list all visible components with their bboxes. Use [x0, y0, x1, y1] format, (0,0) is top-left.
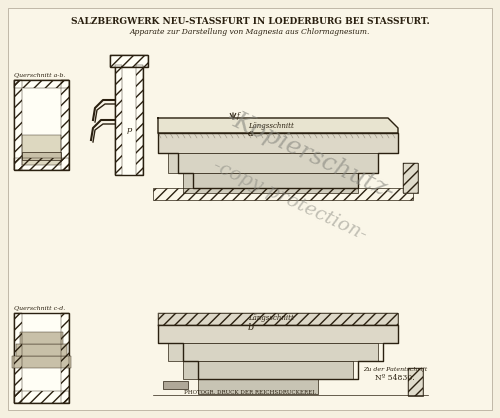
Bar	[158, 313, 398, 325]
Bar	[14, 80, 69, 88]
Text: Apparate zur Darstellung von Magnesia aus Chlormagnesium.: Apparate zur Darstellung von Magnesia au…	[130, 28, 370, 36]
Polygon shape	[158, 118, 398, 133]
Bar	[14, 80, 69, 170]
Text: b: b	[248, 323, 254, 331]
Bar	[153, 188, 413, 200]
Text: a: a	[248, 130, 254, 138]
Text: Querschnitt c-d.: Querschnitt c-d.	[14, 306, 65, 311]
Bar	[22, 135, 61, 165]
Text: p: p	[126, 126, 132, 134]
Bar	[158, 325, 398, 343]
Bar	[14, 158, 69, 170]
Bar	[158, 133, 398, 153]
Bar	[14, 313, 69, 403]
Bar	[12, 356, 71, 368]
Bar	[61, 313, 69, 403]
Text: -copy protection-: -copy protection-	[210, 156, 370, 244]
Text: Längsschnitt: Längsschnitt	[248, 122, 294, 130]
Text: Querschnitt a-b.: Querschnitt a-b.	[14, 72, 66, 77]
Bar	[110, 55, 148, 67]
Bar	[20, 332, 63, 344]
Bar	[115, 65, 143, 175]
FancyBboxPatch shape	[8, 8, 492, 410]
Bar	[22, 152, 61, 160]
Bar	[14, 313, 22, 403]
Bar	[168, 343, 378, 361]
Text: SALZBERGWERK NEU-STASSFURT IN LOEDERBURG BEI STASSFURT.: SALZBERGWERK NEU-STASSFURT IN LOEDERBURG…	[70, 18, 430, 26]
Bar	[168, 153, 378, 173]
Text: Zu der Patentschrift: Zu der Patentschrift	[363, 367, 427, 372]
Text: Längsschnitt: Längsschnitt	[248, 314, 294, 322]
Bar	[136, 65, 143, 175]
Bar	[403, 163, 418, 193]
Bar	[198, 379, 318, 394]
Text: -Kopierschutz-: -Kopierschutz-	[222, 106, 398, 204]
Bar	[403, 163, 418, 193]
Bar	[14, 391, 69, 403]
Bar	[110, 55, 148, 67]
Bar	[16, 344, 67, 356]
Bar	[61, 80, 69, 170]
Text: Nº 54830.: Nº 54830.	[375, 374, 415, 382]
Bar	[158, 313, 398, 325]
Bar	[408, 368, 423, 396]
Bar	[115, 65, 122, 175]
Bar	[14, 80, 22, 170]
Bar	[408, 368, 423, 396]
Bar	[163, 381, 188, 389]
Bar	[183, 361, 353, 379]
Text: f: f	[236, 112, 238, 120]
Bar	[183, 173, 358, 193]
Text: PHOTOGR. DRUCK DER REICHSDRUCKEREI.: PHOTOGR. DRUCK DER REICHSDRUCKEREI.	[184, 390, 316, 395]
